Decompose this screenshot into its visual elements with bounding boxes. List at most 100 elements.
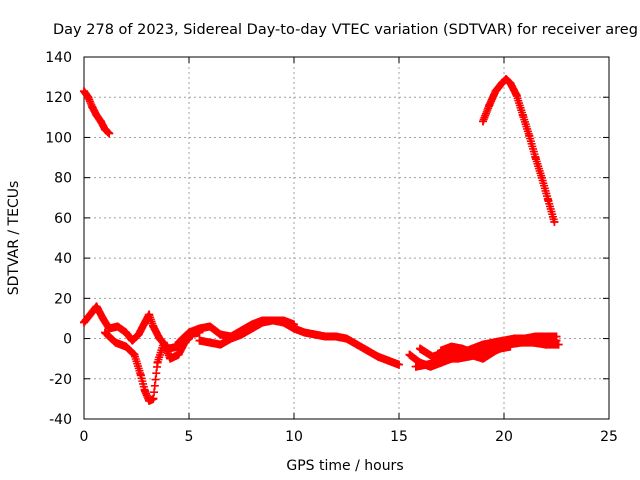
tick-labels: 0 5 10 15 20 25 -40 -20 0 20 40 60 80 100 120 140 — [45, 50, 618, 445]
data-point-satellite-j-0 — [437, 346, 445, 355]
data-point-satellite-d-8 — [153, 358, 162, 367]
data-point-satellite-j-11 — [552, 332, 561, 341]
data-point-satellite-j-4 — [479, 342, 487, 351]
data-point-satellite-f-7 — [269, 316, 277, 325]
data-point-satellite-e-3 — [206, 322, 214, 331]
data-point-satellite-e-4 — [216, 330, 225, 339]
data-point-satellite-f-5 — [248, 324, 256, 333]
data-point-satellite-d-11 — [174, 350, 183, 359]
data-point-satellite-j-1 — [447, 342, 456, 351]
data-point-satellite-a-5 — [101, 125, 109, 134]
data-point-satellite-i-10 — [542, 340, 550, 349]
data-point-satellite-j-6 — [500, 336, 508, 345]
data-point-satellite-b-1 — [485, 101, 494, 110]
series-satellite-d — [101, 328, 204, 405]
data-point-satellite-j-8 — [521, 334, 529, 343]
series-satellite-a — [80, 87, 114, 138]
series-satellite-e — [174, 316, 403, 369]
data-point-satellite-b-3 — [497, 79, 506, 88]
data-point-satellite-b-5 — [506, 79, 515, 88]
data-point-satellite-e-12 — [300, 328, 309, 337]
data-point-satellite-d-9 — [159, 338, 168, 347]
data-point-satellite-c-0 — [80, 318, 88, 327]
series-markers-satellite-b — [479, 75, 559, 226]
data-point-satellite-e-21 — [395, 360, 403, 369]
data-point-satellite-c-2 — [92, 302, 101, 311]
data-point-satellite-j-3 — [468, 348, 477, 357]
data-point-satellite-a-3 — [92, 111, 101, 120]
data-point-satellite-c-4 — [105, 324, 114, 333]
series-satellite-b — [479, 75, 559, 226]
data-point-satellite-a-0 — [80, 87, 88, 96]
data-point-satellite-f-9 — [290, 320, 298, 329]
data-point-satellite-d-4 — [136, 370, 145, 379]
data-point-satellite-e-18 — [363, 346, 372, 355]
data-point-satellite-f-1 — [206, 338, 214, 347]
data-point-satellite-f-0 — [195, 336, 204, 345]
data-point-satellite-a-4 — [96, 117, 105, 126]
data-point-satellite-b-9 — [531, 153, 540, 162]
data-point-satellite-e-0 — [174, 338, 183, 347]
data-point-satellite-f-8 — [279, 316, 288, 325]
y-tick-label-0: -40 — [49, 412, 72, 428]
y-tick-label-9: 140 — [45, 50, 72, 66]
data-point-satellite-i-1 — [428, 352, 437, 361]
data-point-satellite-j-7 — [510, 334, 519, 343]
data-point-satellite-i-0 — [416, 344, 424, 353]
data-point-satellite-c-11 — [149, 322, 158, 331]
data-point-satellite-e-20 — [384, 356, 393, 365]
data-point-satellite-d-5 — [140, 386, 149, 395]
data-point-satellite-d-6 — [145, 396, 154, 405]
series-markers-satellite-d — [101, 328, 204, 405]
data-point-satellite-e-13 — [311, 330, 319, 339]
x-tick-label-4: 20 — [495, 429, 513, 445]
data-point-satellite-i-5 — [479, 354, 487, 363]
data-point-satellite-d-3 — [130, 350, 139, 359]
data-point-satellite-c-7 — [128, 336, 137, 345]
y-tick-label-1: -20 — [49, 372, 72, 388]
chart-title: Day 278 of 2023, Sidereal Day-to-day VTE… — [53, 22, 638, 38]
data-point-satellite-d-7 — [149, 394, 158, 403]
data-point-satellite-a-1 — [84, 93, 93, 102]
data-point-satellite-c-5 — [113, 322, 122, 331]
data-point-satellite-f-6 — [258, 318, 267, 327]
data-point-satellite-d-10 — [166, 354, 175, 363]
data-point-satellite-f-3 — [227, 334, 235, 343]
x-tick-label-2: 10 — [285, 429, 303, 445]
data-point-satellite-j-5 — [489, 338, 498, 347]
data-point-satellite-e-1 — [185, 328, 193, 337]
data-point-satellite-e-14 — [321, 332, 330, 341]
x-tick-label-0: 0 — [80, 429, 89, 445]
data-point-satellite-h-0 — [411, 362, 420, 371]
data-point-satellite-f-4 — [237, 330, 246, 339]
plot-frame — [83, 56, 610, 420]
data-point-satellite-j-9 — [531, 332, 540, 341]
y-tick-label-5: 60 — [54, 211, 72, 227]
data-point-satellite-g-0 — [405, 350, 414, 359]
data-series — [80, 75, 563, 405]
data-point-satellite-d-1 — [111, 338, 120, 347]
data-point-satellite-e-2 — [195, 324, 204, 333]
data-point-satellite-b-11 — [544, 195, 553, 204]
data-point-satellite-b-6 — [512, 91, 521, 100]
data-point-satellite-b-0 — [479, 117, 487, 126]
data-point-satellite-c-6 — [122, 328, 130, 337]
data-point-satellite-b-4 — [502, 75, 511, 84]
data-point-satellite-h-4 — [453, 354, 462, 363]
data-point-satellite-h-1 — [422, 360, 431, 369]
data-point-satellite-j-10 — [542, 332, 550, 341]
data-point-satellite-c-3 — [98, 314, 107, 323]
series-satellite-j — [437, 332, 561, 357]
data-point-satellite-b-10 — [537, 173, 546, 182]
x-tick-label-1: 5 — [185, 429, 194, 445]
data-point-satellite-e-16 — [342, 334, 351, 343]
data-point-satellite-j-2 — [458, 344, 466, 353]
data-point-satellite-b-2 — [491, 87, 500, 96]
data-point-satellite-f-2 — [216, 340, 225, 349]
x-axis-label: GPS time / hours — [286, 458, 403, 474]
y-tick-label-7: 100 — [45, 130, 72, 146]
data-point-satellite-h-2 — [432, 358, 441, 367]
data-point-satellite-c-8 — [134, 330, 143, 339]
data-point-satellite-i-6 — [491, 346, 500, 355]
